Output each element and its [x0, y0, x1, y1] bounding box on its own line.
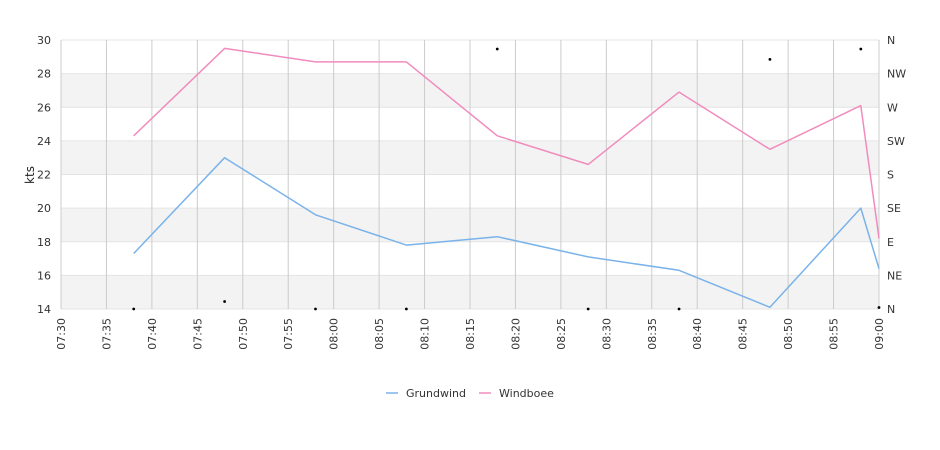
x-tick-label: 07:55 — [282, 318, 295, 350]
x-tick-label: 08:25 — [555, 318, 568, 350]
x-tick-label: 07:40 — [146, 318, 159, 350]
y-tick-label: 14 — [37, 303, 51, 316]
direction-tick-label: SE — [887, 202, 901, 215]
direction-marker — [404, 307, 408, 311]
series-line-grundwind — [133, 156, 880, 309]
series-line-windboee — [133, 47, 880, 239]
x-tick-label: 08:50 — [782, 318, 795, 350]
direction-axis-ticks: N NE E SE S SW W NW N — [887, 34, 906, 316]
y-tick-label: 20 — [37, 202, 51, 215]
direction-marker — [768, 58, 772, 61]
x-tick-label: 08:45 — [737, 318, 750, 350]
x-tick-label: 07:35 — [100, 318, 113, 350]
y-axis-ticks: 14 16 18 20 22 24 26 28 30 — [37, 34, 51, 316]
direction-marker — [859, 47, 863, 51]
y-tick-label: 18 — [37, 236, 51, 249]
x-tick-label: 08:35 — [646, 318, 659, 350]
vertical-gridlines — [60, 40, 880, 309]
direction-marker — [223, 300, 227, 303]
direction-tick-label: SW — [887, 135, 905, 148]
y-tick-label: 28 — [37, 68, 51, 81]
direction-tick-label: NW — [887, 68, 906, 81]
direction-tick-label: W — [887, 101, 898, 114]
legend-label: Windboee — [499, 387, 554, 400]
x-tick-label: 08:05 — [373, 318, 386, 350]
direction-marker — [877, 306, 881, 309]
direction-tick-label: N — [887, 303, 895, 316]
x-tick-label: 08:30 — [600, 318, 613, 350]
direction-marker — [586, 307, 590, 311]
direction-tick-label: NE — [887, 269, 902, 282]
x-tick-label: 08:20 — [509, 318, 522, 350]
legend: Grundwind Windboee — [386, 387, 554, 400]
x-tick-label: 08:00 — [328, 318, 341, 350]
x-tick-label: 07:50 — [237, 318, 250, 350]
direction-marker — [132, 307, 136, 311]
y-tick-label: 16 — [37, 269, 51, 282]
y-tick-label: 30 — [37, 34, 51, 47]
y-axis-label: kts — [23, 166, 37, 184]
series-lines — [133, 47, 880, 309]
x-tick-label: 07:45 — [191, 318, 204, 350]
x-tick-label: 09:00 — [873, 318, 886, 350]
x-tick-label: 08:40 — [691, 318, 704, 350]
direction-tick-label: E — [887, 236, 894, 249]
x-axis-ticks: 07:30 07:35 07:40 07:45 07:50 07:55 08:00 08:05… — [55, 318, 886, 350]
direction-marker — [314, 307, 317, 311]
direction-tick-label: N — [887, 34, 895, 47]
direction-marker — [495, 47, 499, 51]
x-tick-label: 08:10 — [419, 318, 432, 350]
y-tick-label: 22 — [37, 169, 51, 182]
y-tick-label: 24 — [37, 135, 51, 148]
x-tick-label: 07:30 — [55, 318, 68, 350]
direction-tick-label: S — [887, 169, 894, 182]
direction-marker — [677, 307, 681, 311]
x-tick-label: 08:15 — [464, 318, 477, 350]
legend-label: Grundwind — [406, 387, 466, 400]
y-tick-label: 26 — [37, 101, 51, 114]
x-tick-label: 08:55 — [828, 318, 841, 350]
direction-markers — [132, 47, 881, 311]
